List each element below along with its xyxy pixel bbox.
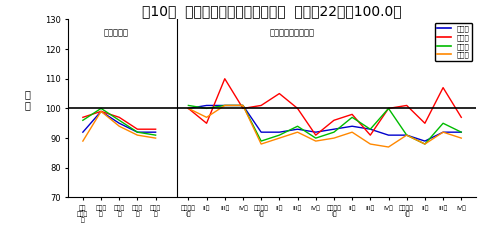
Text: 指
数: 指 数 [24,89,31,110]
Text: （原指数）: （原指数） [103,28,128,37]
Text: （季節調整済指数）: （季節調整済指数） [270,28,314,37]
Title: 第10図  特殊分類別出荷指数の推移  （平成22年＝100.0）: 第10図 特殊分類別出荷指数の推移 （平成22年＝100.0） [142,4,402,18]
Legend: 鉱工業, 投資財, 消費財, 生産財: 鉱工業, 投資財, 消費財, 生産財 [434,23,472,61]
